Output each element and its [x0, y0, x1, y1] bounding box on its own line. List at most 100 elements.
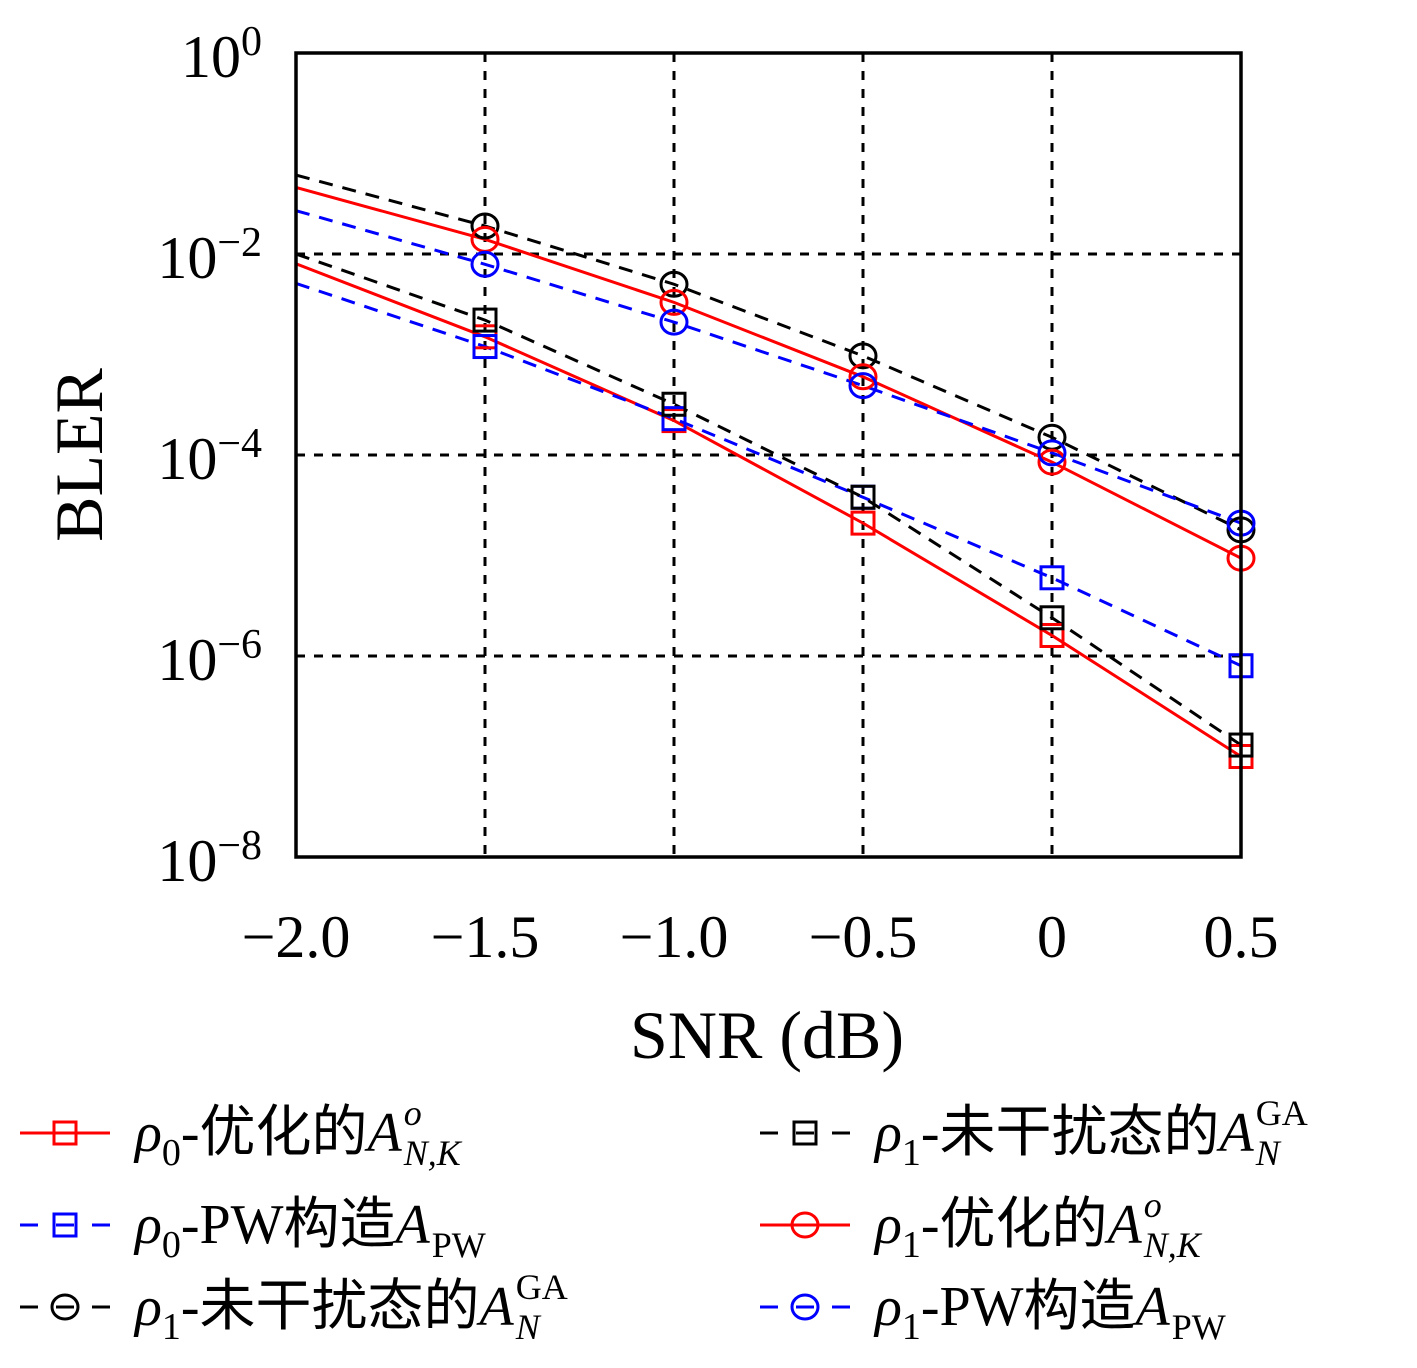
series-1-marker	[1039, 622, 1065, 648]
y-tick-label: 100	[181, 19, 262, 90]
legend-superscript: GA	[515, 1267, 568, 1307]
x-axis-label: SNR (dB)	[630, 997, 904, 1073]
series-6-line	[296, 209, 1241, 525]
legend-swatch-marker	[792, 1120, 818, 1146]
y-tick-label: 10−6	[157, 622, 262, 693]
legend-label: ρ1-优化的A o N,K	[875, 1185, 1201, 1265]
y-tick-exponent: −2	[217, 220, 262, 266]
legend-swatch	[20, 1120, 110, 1146]
legend-superscript: GA	[1255, 1093, 1308, 1133]
legend-symbol: A	[367, 1102, 402, 1164]
series-1-line	[296, 262, 1241, 758]
legend-entry-4: ρ1-未干扰态的A GA N	[760, 1093, 1400, 1173]
legend-swatch	[20, 1212, 110, 1238]
legend-swatch-marker	[790, 1293, 820, 1321]
legend-text: -未干扰态的	[180, 1276, 480, 1338]
series-2-line	[296, 281, 1241, 668]
legend-swatch-marker	[790, 1211, 820, 1239]
legend-script-stack: PW	[1172, 1307, 1226, 1347]
series-1-marker	[850, 510, 876, 536]
y-tick-exponent: −6	[217, 622, 262, 668]
legend-superscript: o	[1143, 1185, 1162, 1225]
series-4-line	[296, 252, 1241, 747]
y-tick-base: 10	[181, 24, 241, 90]
y-tick-base: 10	[157, 225, 217, 291]
y-tick-base: 10	[157, 627, 217, 693]
legend-text: -PW构造	[180, 1194, 396, 1256]
plot-frame	[294, 51, 1243, 859]
legend-label: ρ1-未干扰态的A GA N	[135, 1267, 568, 1347]
legend-rho-subscript: 1	[901, 1132, 921, 1174]
legend-script-stack: o N,K	[404, 1093, 461, 1173]
y-tick-base: 10	[157, 426, 217, 492]
series-4-marker	[1039, 605, 1065, 631]
series-2-marker	[472, 334, 498, 360]
legend-entry-6: ρ1-PW构造A PW	[760, 1267, 1400, 1347]
series-5-marker	[1037, 448, 1067, 476]
legend-rho: ρ	[135, 1194, 162, 1256]
x-tick-label: −1.5	[431, 904, 540, 970]
legend-rho: ρ	[875, 1102, 902, 1164]
legend-swatch-marker	[52, 1120, 78, 1146]
y-tick-exponent: −8	[217, 823, 262, 869]
y-tick-label: 10−4	[157, 421, 262, 492]
legend-script-stack: PW	[432, 1225, 486, 1265]
legend-swatch-marker	[50, 1293, 80, 1321]
legend-label: ρ0-PW构造A PW	[135, 1185, 486, 1265]
series-3-marker	[659, 270, 689, 298]
series-6-marker	[470, 250, 500, 278]
legend-label: ρ0-优化的A o N,K	[135, 1093, 461, 1173]
y-tick-base: 10	[157, 828, 217, 894]
legend-swatch	[760, 1293, 850, 1321]
legend-subscript: PW	[431, 1225, 486, 1265]
legend-subscript: N	[1255, 1133, 1280, 1173]
x-tick-label: −2.0	[242, 904, 351, 970]
series-6-marker	[1037, 439, 1067, 467]
legend-superscript: o	[403, 1093, 422, 1133]
legend-label: ρ1-未干扰态的A GA N	[875, 1093, 1308, 1173]
legend-symbol: A	[1135, 1276, 1170, 1338]
series-3-marker	[470, 212, 500, 240]
legend-entry-5: ρ1-优化的A o N,K	[760, 1185, 1400, 1265]
legend-subscript: N	[515, 1307, 540, 1347]
x-tick-label: 0.5	[1204, 904, 1279, 970]
grid	[296, 53, 1241, 857]
series-6-marker	[848, 372, 878, 400]
series-5-marker	[848, 363, 878, 391]
legend-rho: ρ	[135, 1102, 162, 1164]
series-layer	[296, 173, 1241, 758]
legend-rho: ρ	[135, 1276, 162, 1338]
legend-text: -PW构造	[920, 1276, 1136, 1338]
legend-rho: ρ	[875, 1194, 902, 1256]
series-5-marker	[659, 288, 689, 316]
legend-rho-subscript: 1	[161, 1306, 181, 1348]
series-4-marker	[850, 484, 876, 510]
legend-subscript: N,K	[1143, 1225, 1201, 1265]
x-tick-label: −0.5	[809, 904, 918, 970]
legend-rho-subscript: 0	[161, 1224, 181, 1266]
legend-text: -优化的	[920, 1194, 1108, 1256]
legend-entry-2: ρ0-PW构造A PW	[20, 1185, 660, 1265]
marker-layer	[470, 212, 1256, 769]
x-tick-label: −1.0	[620, 904, 729, 970]
series-4-marker	[472, 307, 498, 333]
series-2-marker	[1039, 565, 1065, 591]
legend-rho: ρ	[875, 1276, 902, 1338]
series-3-marker	[848, 342, 878, 370]
legend-text: -未干扰态的	[920, 1102, 1220, 1164]
legend-script-stack: GA N	[1256, 1093, 1308, 1173]
legend-script-stack: o N,K	[1144, 1185, 1201, 1265]
y-tick-exponent: 0	[241, 19, 262, 65]
legend-swatch	[20, 1293, 110, 1321]
legend-entry-1: ρ0-优化的A o N,K	[20, 1093, 660, 1173]
y-tick-label: 10−2	[157, 220, 262, 291]
series-5-line	[296, 185, 1241, 560]
legend-entry-3: ρ1-未干扰态的A GA N	[20, 1267, 660, 1347]
legend-rho-subscript: 1	[901, 1224, 921, 1266]
legend-symbol: A	[395, 1194, 430, 1256]
legend-script-stack: GA N	[516, 1267, 568, 1347]
y-axis-label: BLER	[41, 367, 117, 541]
